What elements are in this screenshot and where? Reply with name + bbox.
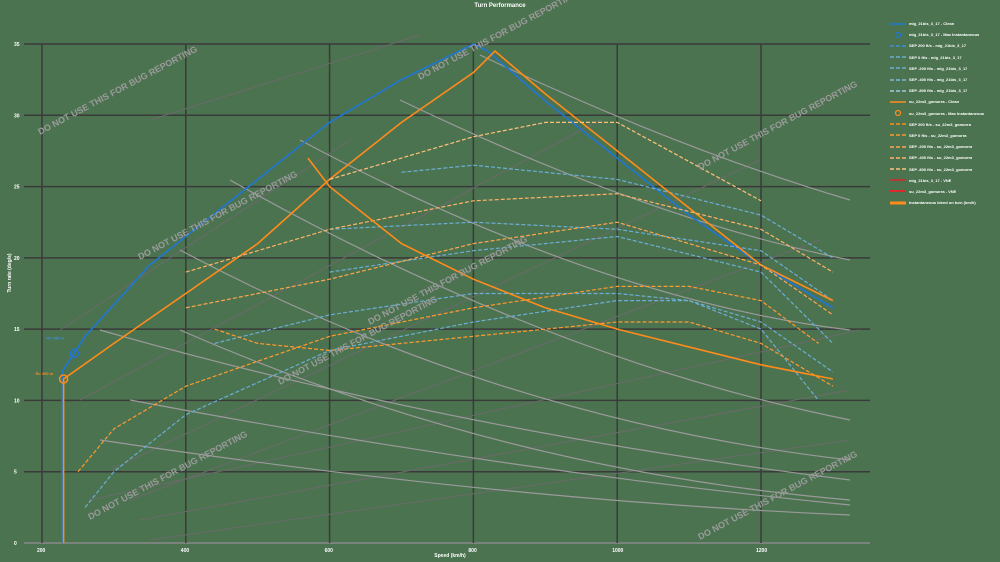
legend-item[interactable]: SEP 200 ft/s - su_22m3_gomorra	[890, 119, 1000, 130]
watermark: DO NOT USE THIS FOR BUG REPORTING	[36, 44, 199, 137]
legend-swatch-icon	[890, 88, 906, 94]
legend-label: SEP -200 ft/s - su_22m3_gomorra	[909, 144, 973, 150]
legend-swatch-icon	[890, 121, 906, 127]
legend-item[interactable]: mig_21bis_3_17 - Max Instantaneous	[890, 29, 1000, 40]
watermark: DO NOT USE THIS FOR BUG REPORTING	[416, 0, 579, 82]
y-tick-label: 20	[14, 256, 20, 262]
legend-label: su_22m3_gomorra - Clean	[909, 99, 960, 105]
x-tick-label: 1000	[612, 548, 623, 554]
legend-label: SEP -200 ft/s - mig_21bis_3_17	[909, 65, 968, 71]
legend-label: mig_21bis_3_17 - Clean	[909, 21, 955, 27]
y-tick-label: 0	[14, 541, 17, 547]
legend-item[interactable]: mig_21bis_3_17 - VNE	[890, 175, 1000, 186]
legend-swatch-icon	[890, 31, 906, 38]
legend-item[interactable]: su_22m3_gomorra - VNE	[890, 186, 1000, 197]
x-tick-label: 600	[325, 548, 334, 554]
y-tick-label: 10	[14, 398, 20, 404]
legend-swatch-icon	[890, 200, 906, 206]
watermark: DO NOT USE THIS FOR BUG REPORTING	[276, 294, 439, 387]
legend-item[interactable]: su_22m3_gomorra - Clean	[890, 96, 1000, 107]
legend-item[interactable]: SEP -200 ft/s - mig_21bis_3_17	[890, 63, 1000, 74]
series-13	[329, 121, 762, 202]
legend-item[interactable]: SEP -800 ft/s - mig_21bis_3_17	[890, 85, 1000, 96]
max-instantaneous-marker	[69, 348, 80, 359]
legend-item[interactable]: SEP -200 ft/s - su_22m3_gomorra	[890, 141, 1000, 152]
legend-label: SEP 0 ft/s - mig_21bis_3_17	[909, 54, 962, 60]
legend-item[interactable]: su_22m3_gomorra - Max Instantaneous	[890, 108, 1000, 119]
legend-item[interactable]: SEP -800 ft/s - su_22m3_gomorra	[890, 163, 1000, 174]
annotation-label: R= 350 m	[46, 335, 64, 340]
y-tick-label: 15	[14, 327, 20, 333]
legend-label: SEP -800 ft/s - mig_21bis_3_17	[909, 88, 968, 94]
legend-swatch-icon	[890, 188, 906, 194]
legend-swatch-icon	[890, 110, 906, 117]
legend-swatch-icon	[890, 77, 906, 83]
legend-item[interactable]: SEP -400 ft/s - mig_21bis_3_17	[890, 74, 1000, 85]
legend-item[interactable]: SEP -400 ft/s - su_22m3_gomorra	[890, 152, 1000, 163]
legend-label: su_22m3_gomorra - VNE	[909, 188, 957, 194]
series-1	[69, 348, 80, 359]
legend-item[interactable]: mig_21bis_3_17 - Clean	[890, 18, 1000, 29]
series-6	[401, 164, 834, 259]
series-5	[329, 221, 834, 302]
reference-lines	[59, 34, 861, 541]
watermark: DO NOT USE THIS FOR BUG REPORTING	[136, 169, 299, 262]
legend-swatch-icon	[890, 65, 906, 71]
legend-swatch-icon	[890, 54, 906, 60]
y-tick-label: 35	[14, 42, 20, 48]
x-tick-label: 400	[181, 548, 190, 554]
legend-swatch-icon	[890, 144, 906, 150]
legend-swatch-icon	[890, 132, 906, 138]
legend: mig_21bis_3_17 - Clean mig_21bis_3_17 - M…	[890, 18, 1000, 208]
legend-swatch-icon	[890, 177, 906, 183]
y-tick-label: 5	[14, 470, 17, 476]
legend-label: SEP -400 ft/s - su_22m3_gomorra	[909, 155, 973, 161]
series-7	[62, 50, 834, 543]
series-12	[185, 193, 834, 273]
legend-label: SEP -400 ft/s - mig_21bis_3_17	[909, 77, 968, 83]
legend-swatch-icon	[890, 43, 906, 49]
legend-label: SEP 200 ft/s - su_22m3_gomorra	[909, 121, 971, 127]
legend-label: mig_21bis_3_17 - Max Instantaneous	[909, 32, 980, 38]
series-16	[307, 157, 834, 380]
x-tick-label: 1200	[756, 548, 767, 554]
watermark: DO NOT USE THIS FOR BUG REPORTING	[366, 234, 529, 327]
grid: 0 5 10 15 20 25 30 35 200 400 600 800 1000 1200	[14, 42, 870, 554]
legend-swatch-icon	[890, 21, 906, 27]
legend-label: SEP -800 ft/s - su_22m3_gomorra	[909, 166, 973, 172]
legend-label: mig_21bis_3_17 - VNE	[909, 177, 952, 183]
series-9	[214, 321, 834, 387]
x-tick-label: 200	[37, 548, 46, 554]
legend-label: su_22m3_gomorra - Max Instantaneous	[909, 110, 985, 116]
series-2	[214, 292, 834, 373]
series-8	[58, 374, 69, 384]
y-tick-label: 25	[14, 185, 20, 191]
chart-title: Turn Performance	[474, 3, 526, 9]
legend-item[interactable]: SEP 200 ft/s - mig_21bis_3_17	[890, 40, 1000, 51]
series-0	[61, 43, 834, 543]
series-3	[84, 300, 819, 508]
legend-label: SEP 0 ft/s - su_22m3_gomorra	[909, 132, 967, 138]
legend-label: Instantaneous bleed on turn (km/h)	[909, 200, 976, 206]
x-axis-label: Speed (km/h)	[434, 553, 466, 559]
legend-label: SEP 200 ft/s - mig_21bis_3_17	[909, 43, 967, 49]
legend-item[interactable]: SEP 0 ft/s - su_22m3_gomorra	[890, 130, 1000, 141]
annotation-label: R= 300 m	[36, 371, 54, 376]
series-11	[185, 221, 834, 316]
legend-swatch-icon	[890, 166, 906, 172]
legend-swatch-icon	[890, 155, 906, 161]
series-10	[77, 285, 819, 473]
legend-item[interactable]: SEP 0 ft/s - mig_21bis_3_17	[890, 52, 1000, 63]
series-4	[329, 235, 834, 344]
max-instantaneous-marker	[58, 374, 69, 384]
legend-item[interactable]: Instantaneous bleed on turn (km/h)	[890, 197, 1000, 208]
y-tick-label: 30	[14, 113, 20, 119]
x-tick-label: 800	[468, 548, 477, 554]
legend-swatch-icon	[890, 99, 906, 105]
watermark: DO NOT USE THIS FOR BUG REPORTING	[696, 79, 859, 172]
